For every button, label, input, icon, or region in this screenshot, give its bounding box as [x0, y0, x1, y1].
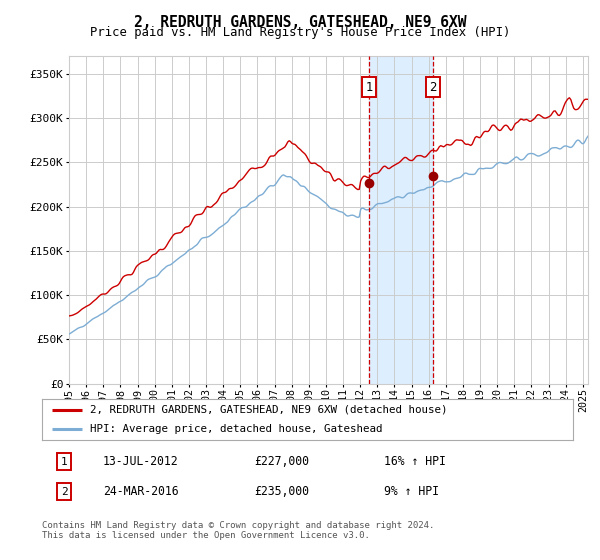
Text: 13-JUL-2012: 13-JUL-2012 [103, 455, 179, 468]
Text: HPI: Average price, detached house, Gateshead: HPI: Average price, detached house, Gate… [90, 423, 382, 433]
Text: 1: 1 [365, 81, 373, 94]
Text: 16% ↑ HPI: 16% ↑ HPI [385, 455, 446, 468]
Text: 2, REDRUTH GARDENS, GATESHEAD, NE9 6XW (detached house): 2, REDRUTH GARDENS, GATESHEAD, NE9 6XW (… [90, 405, 447, 415]
Text: 2: 2 [61, 487, 68, 497]
Text: Price paid vs. HM Land Registry's House Price Index (HPI): Price paid vs. HM Land Registry's House … [90, 26, 510, 39]
Text: 1: 1 [61, 457, 68, 467]
Text: 9% ↑ HPI: 9% ↑ HPI [385, 486, 439, 498]
Text: 2: 2 [429, 81, 436, 94]
Text: 2, REDRUTH GARDENS, GATESHEAD, NE9 6XW: 2, REDRUTH GARDENS, GATESHEAD, NE9 6XW [134, 15, 466, 30]
Text: 24-MAR-2016: 24-MAR-2016 [103, 486, 179, 498]
Text: Contains HM Land Registry data © Crown copyright and database right 2024.
This d: Contains HM Land Registry data © Crown c… [42, 521, 434, 540]
Text: £227,000: £227,000 [254, 455, 310, 468]
Text: £235,000: £235,000 [254, 486, 310, 498]
Bar [370, 56, 433, 384]
